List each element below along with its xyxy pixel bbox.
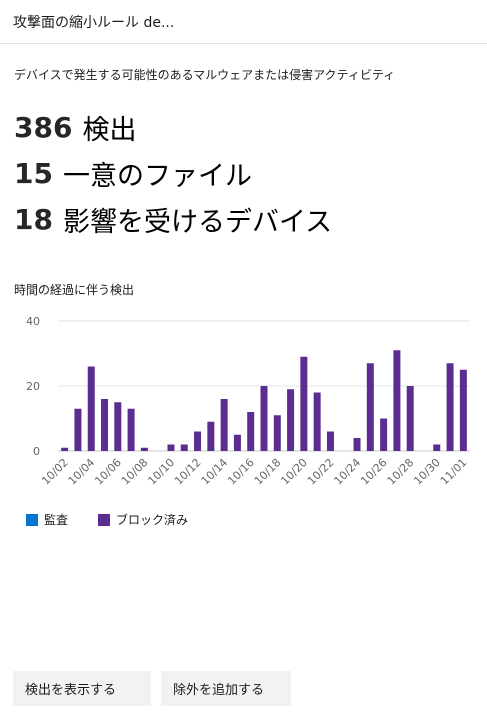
bar — [207, 421, 215, 451]
bar — [180, 444, 188, 451]
add-exclusion-button[interactable]: 除外を追加する — [161, 671, 291, 706]
bar — [433, 444, 441, 451]
bar — [194, 431, 202, 451]
x-tick-label: 10/26 — [358, 456, 390, 488]
x-tick-label: 10/08 — [119, 456, 151, 488]
bar — [127, 408, 135, 451]
bar — [393, 350, 401, 451]
bar — [459, 369, 467, 451]
x-tick-label: 10/24 — [332, 456, 364, 488]
view-detections-button[interactable]: 検出を表示する — [13, 671, 151, 706]
bar — [300, 356, 308, 451]
x-tick-label: 10/02 — [39, 456, 71, 488]
x-tick-label: 10/12 — [172, 456, 204, 488]
x-tick-label: 10/22 — [305, 456, 337, 488]
bar — [273, 415, 281, 451]
y-tick-label: 20 — [26, 380, 40, 393]
x-tick-label: 10/20 — [278, 456, 310, 488]
x-tick-label: 10/28 — [385, 456, 417, 488]
stat-unique-files: 15 一意のファイル — [14, 153, 252, 193]
stat-label: 影響を受けるデバイス — [62, 206, 333, 238]
stat-label: 検出 — [82, 114, 137, 146]
bar — [446, 363, 454, 451]
x-tick-label: 10/14 — [199, 456, 231, 488]
x-tick-label: 10/16 — [225, 456, 257, 488]
bar — [353, 438, 361, 451]
legend-label: ブロック済み — [116, 513, 189, 527]
stat-affected-devices: 18 影響を受けるデバイス — [14, 199, 332, 239]
stat-value: 18 — [14, 202, 53, 236]
legend-label: 監査 — [44, 513, 69, 527]
bar — [247, 412, 255, 451]
bar — [366, 363, 374, 451]
x-tick-label: 11/01 — [438, 456, 470, 488]
chart-legend: 監査 ブロック済み — [26, 511, 218, 528]
legend-item-audit[interactable]: 監査 — [26, 511, 68, 528]
bar — [313, 392, 321, 451]
stat-label: 一意のファイル — [62, 160, 252, 192]
bar — [260, 386, 268, 451]
bar — [287, 389, 295, 451]
detections-bar-chart: 0 20 40 10/0210/0410/0610/0810/1010/1210/14… — [26, 315, 470, 488]
bar — [61, 447, 69, 451]
y-tick-label: 0 — [33, 445, 40, 458]
legend-item-blocked[interactable]: ブロック済み — [98, 511, 188, 528]
legend-swatch-audit — [26, 513, 38, 526]
x-tick-label: 10/30 — [411, 456, 443, 488]
x-tick-label: 10/04 — [66, 456, 98, 488]
y-tick-label: 40 — [26, 315, 40, 328]
bar — [233, 434, 241, 451]
stat-value: 15 — [14, 156, 53, 190]
x-tick-label: 10/18 — [252, 456, 284, 488]
bar — [326, 431, 334, 451]
rule-description: デバイスで発生する可能性のあるマルウェアまたは侵害アクティビティ — [14, 68, 396, 82]
bar — [380, 418, 388, 451]
panel-title: 攻撃面の縮小ルール de... — [13, 15, 175, 31]
stat-value: 386 — [14, 110, 73, 144]
x-tick-label: 10/10 — [145, 456, 177, 488]
chart-title: 時間の経過に伴う検出 — [14, 283, 135, 297]
bar — [167, 444, 175, 451]
panel-header: 攻撃面の縮小ルール de... — [0, 0, 487, 44]
bar — [87, 366, 95, 451]
legend-swatch-blocked — [98, 513, 111, 526]
bar — [140, 447, 148, 451]
stat-detections: 386 検出 — [14, 107, 136, 147]
bar — [114, 402, 122, 451]
bar — [406, 386, 414, 451]
x-tick-label: 10/06 — [92, 456, 124, 488]
bar — [220, 399, 228, 451]
bar — [101, 399, 109, 451]
bar — [74, 408, 82, 451]
